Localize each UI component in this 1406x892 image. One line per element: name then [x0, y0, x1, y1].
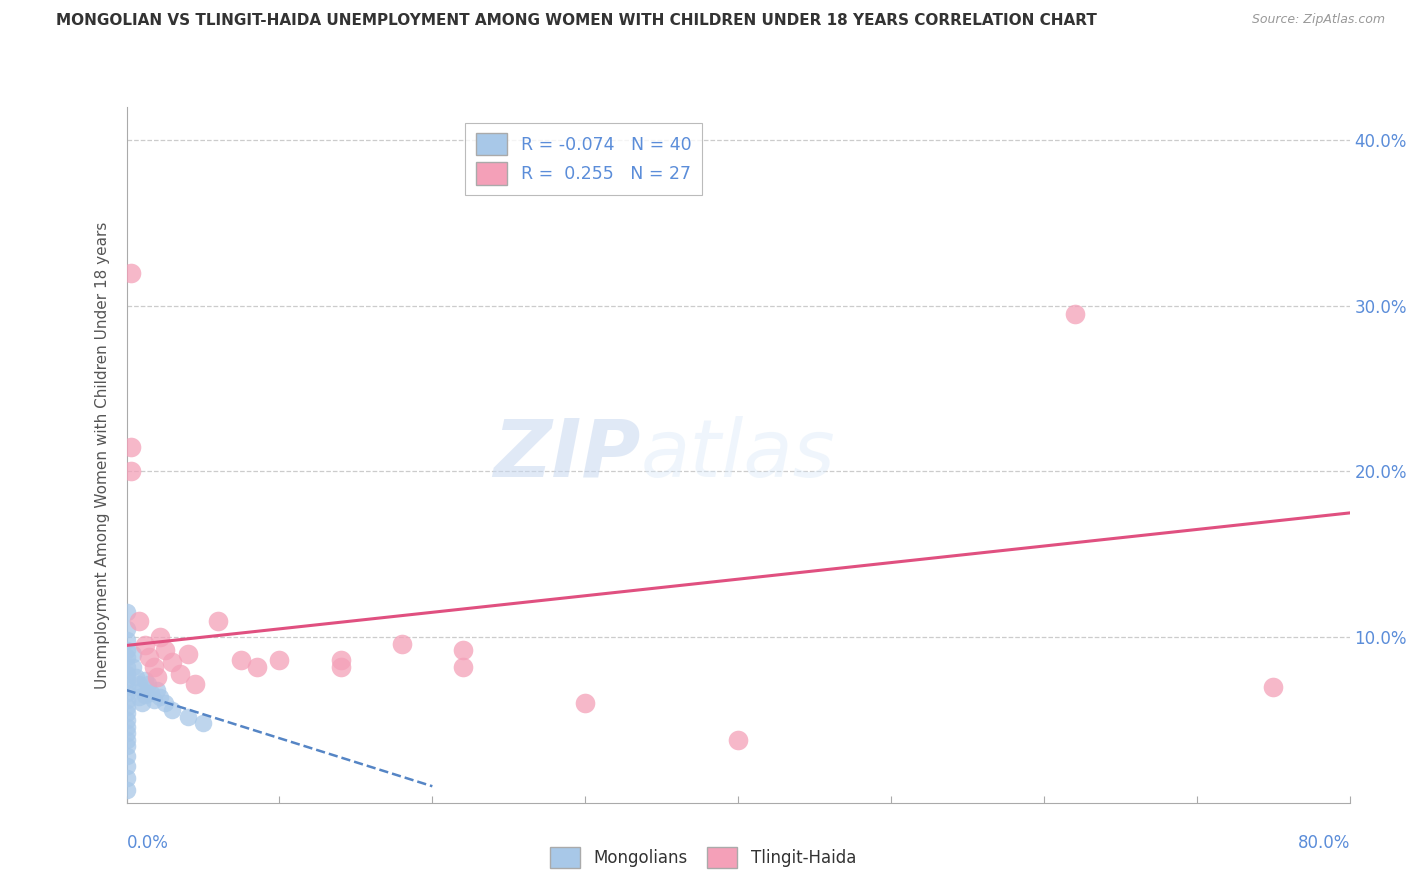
- Point: [134, 673, 156, 688]
- Point: [115, 660, 138, 674]
- Point: [115, 643, 138, 657]
- Text: ZIP: ZIP: [494, 416, 640, 494]
- Point: [269, 653, 291, 667]
- Point: [727, 732, 749, 747]
- Text: 0.0%: 0.0%: [127, 834, 169, 852]
- Point: [115, 650, 138, 665]
- Point: [138, 650, 160, 665]
- Point: [115, 622, 138, 636]
- Point: [115, 633, 138, 648]
- Point: [149, 630, 172, 644]
- Point: [143, 693, 166, 707]
- Point: [131, 683, 153, 698]
- Point: [146, 683, 169, 698]
- Point: [207, 614, 229, 628]
- Point: [391, 637, 413, 651]
- Point: [115, 666, 138, 681]
- Point: [169, 666, 191, 681]
- Point: [153, 643, 176, 657]
- Point: [115, 771, 138, 785]
- Point: [131, 697, 153, 711]
- Point: [128, 676, 150, 690]
- Point: [1063, 307, 1085, 321]
- Point: [245, 660, 267, 674]
- Point: [115, 693, 138, 707]
- Text: 80.0%: 80.0%: [1298, 834, 1350, 852]
- Point: [115, 726, 138, 740]
- Point: [1263, 680, 1285, 694]
- Point: [115, 699, 138, 714]
- Point: [120, 440, 142, 454]
- Point: [115, 713, 138, 727]
- Point: [115, 759, 138, 773]
- Point: [128, 690, 150, 704]
- Point: [329, 653, 352, 667]
- Point: [162, 703, 184, 717]
- Legend: Mongolians, Tlingit-Haida: Mongolians, Tlingit-Haida: [543, 840, 863, 875]
- Legend: R = -0.074   N = 40, R =  0.255   N = 27: R = -0.074 N = 40, R = 0.255 N = 27: [465, 123, 702, 195]
- Point: [115, 749, 138, 764]
- Y-axis label: Unemployment Among Women with Children Under 18 years: Unemployment Among Women with Children U…: [94, 221, 110, 689]
- Point: [115, 720, 138, 734]
- Point: [231, 653, 253, 667]
- Point: [451, 660, 474, 674]
- Text: Source: ZipAtlas.com: Source: ZipAtlas.com: [1251, 13, 1385, 27]
- Point: [128, 614, 150, 628]
- Point: [149, 690, 172, 704]
- Point: [136, 676, 159, 690]
- Point: [162, 655, 184, 669]
- Point: [115, 732, 138, 747]
- Point: [139, 686, 162, 700]
- Point: [134, 639, 156, 653]
- Point: [115, 673, 138, 688]
- Point: [115, 739, 138, 754]
- Point: [115, 680, 138, 694]
- Point: [125, 670, 148, 684]
- Point: [143, 660, 166, 674]
- Point: [120, 465, 142, 479]
- Point: [177, 709, 200, 723]
- Point: [177, 647, 200, 661]
- Point: [115, 686, 138, 700]
- Point: [121, 660, 143, 674]
- Point: [121, 647, 143, 661]
- Point: [146, 670, 169, 684]
- Point: [134, 688, 156, 702]
- Point: [115, 605, 138, 619]
- Point: [115, 706, 138, 721]
- Text: atlas: atlas: [640, 416, 835, 494]
- Point: [153, 697, 176, 711]
- Point: [574, 697, 596, 711]
- Point: [184, 676, 207, 690]
- Point: [120, 266, 142, 280]
- Text: MONGOLIAN VS TLINGIT-HAIDA UNEMPLOYMENT AMONG WOMEN WITH CHILDREN UNDER 18 YEARS: MONGOLIAN VS TLINGIT-HAIDA UNEMPLOYMENT …: [56, 13, 1097, 29]
- Point: [329, 660, 352, 674]
- Point: [191, 716, 214, 731]
- Point: [115, 782, 138, 797]
- Point: [451, 643, 474, 657]
